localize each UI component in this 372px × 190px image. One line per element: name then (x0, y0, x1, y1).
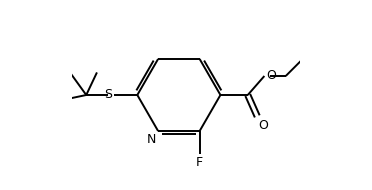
Text: O: O (259, 119, 268, 132)
Text: N: N (147, 133, 156, 146)
Text: F: F (196, 156, 203, 169)
Text: O: O (266, 69, 276, 82)
Text: S: S (105, 88, 112, 101)
